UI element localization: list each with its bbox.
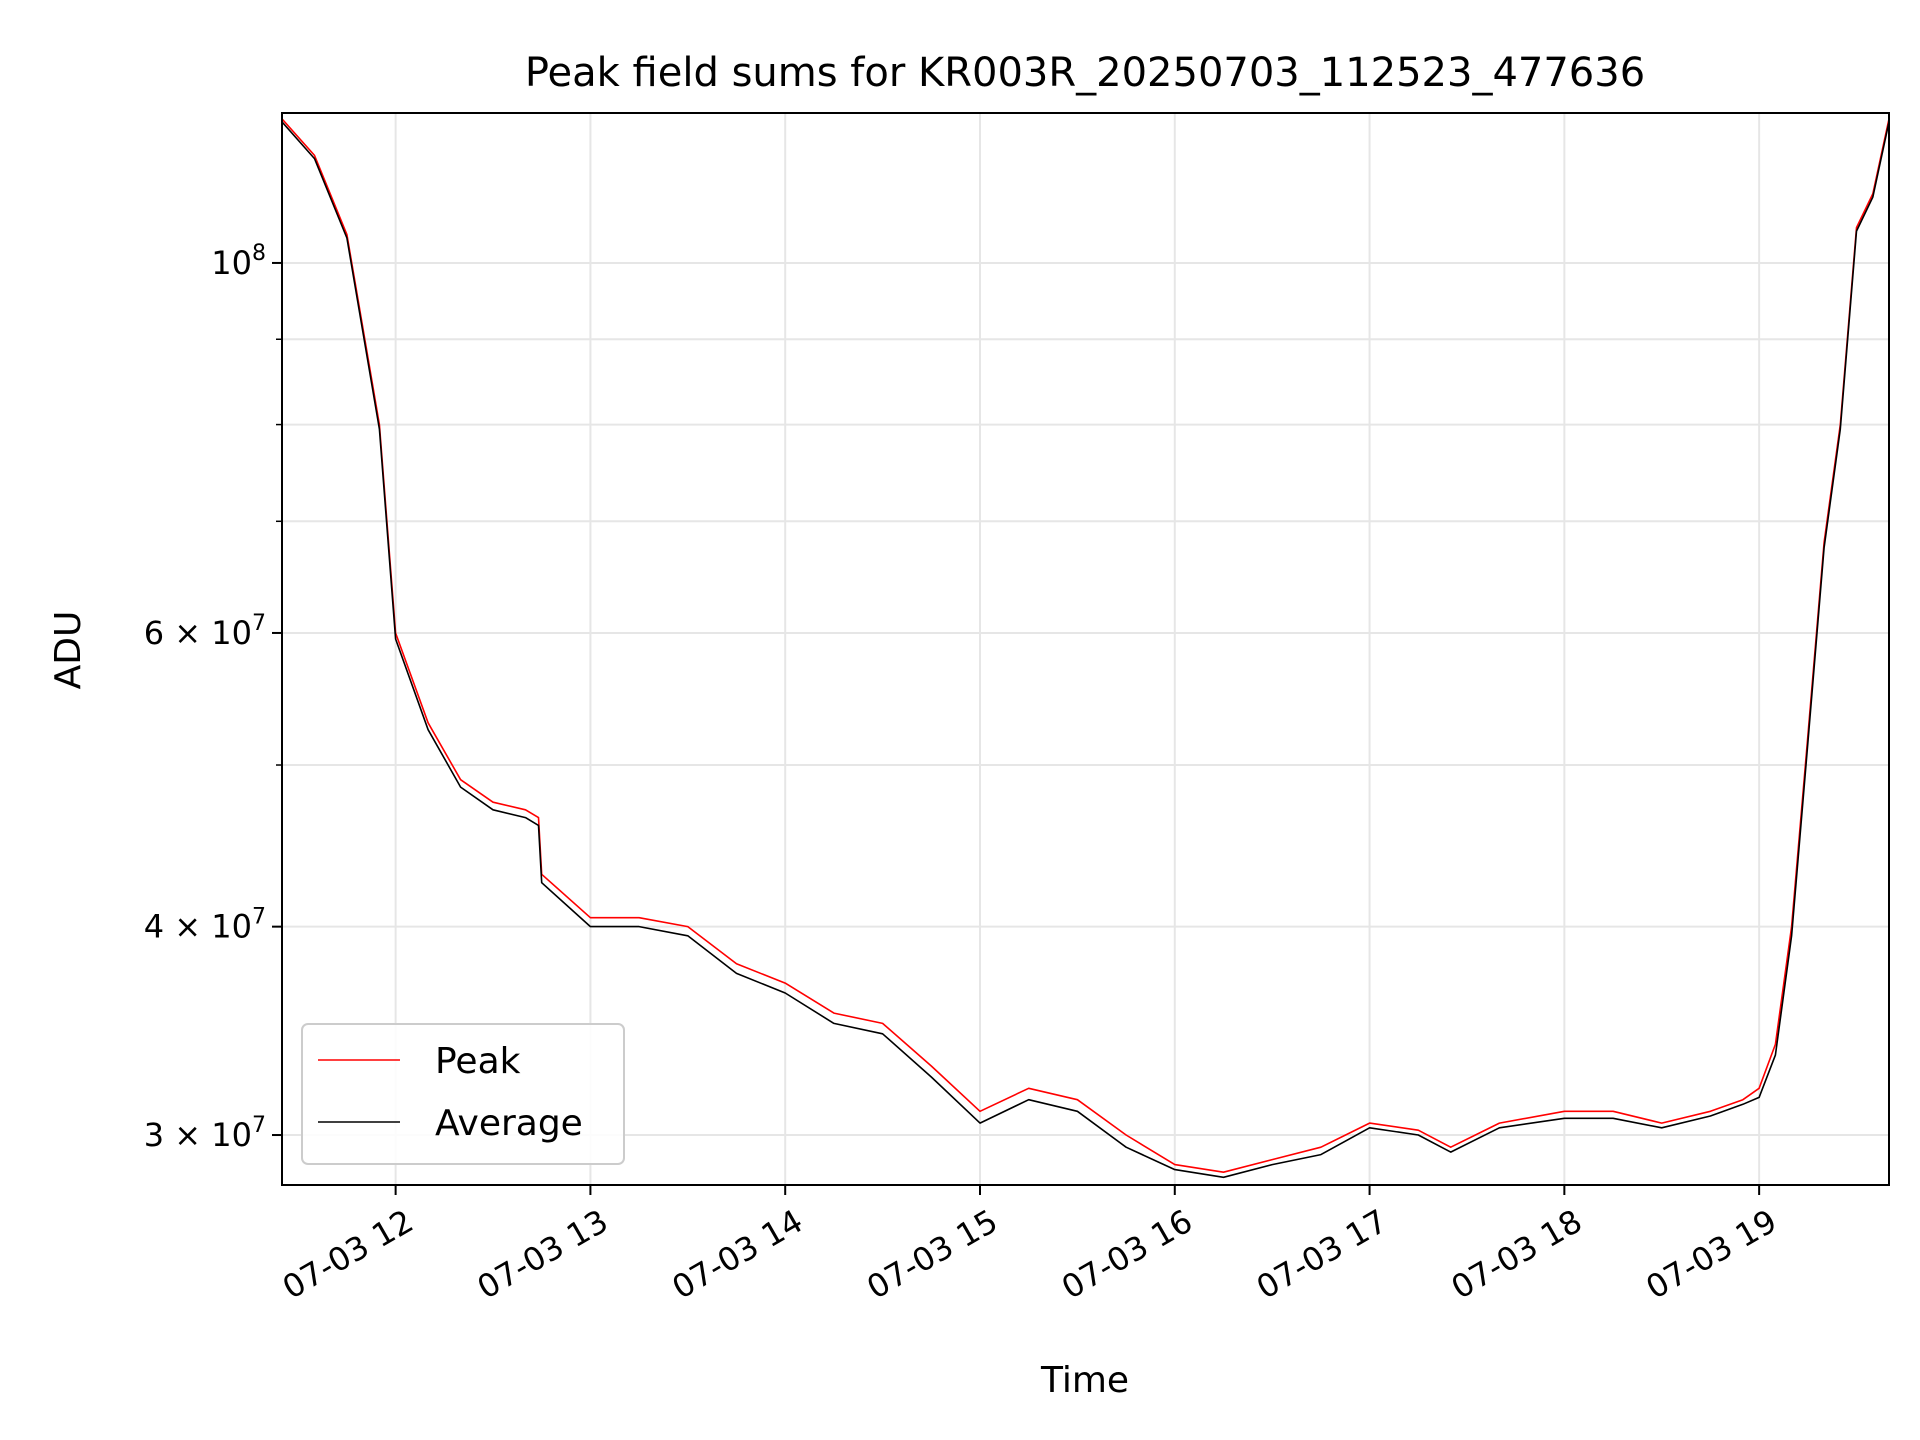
chart-title: Peak field sums for KR003R_20250703_1125…: [525, 50, 1645, 96]
y-tick-label: 3 × 107: [144, 1113, 266, 1154]
legend-label-peak: Peak: [435, 1041, 521, 1082]
legend: Peak Average: [301, 1023, 625, 1165]
grid: [282, 113, 1889, 1185]
series-line-peak: [281, 118, 1890, 1173]
legend-box: [301, 1023, 625, 1165]
plot-lines: [281, 118, 1890, 1179]
series-line-average: [281, 121, 1890, 1179]
legend-label-average: Average: [435, 1103, 583, 1144]
y-tick-label: 4 × 107: [144, 905, 266, 946]
y-tick-label: 6 × 107: [144, 611, 266, 652]
y-axis-label: ADU: [48, 611, 89, 690]
y-axis: 108 6 × 107 4 × 107 3 × 107: [144, 241, 282, 1154]
plot-frame: [281, 112, 1890, 1186]
y-tick-label: 108: [211, 241, 266, 282]
x-axis-label: Time: [1040, 1360, 1129, 1401]
